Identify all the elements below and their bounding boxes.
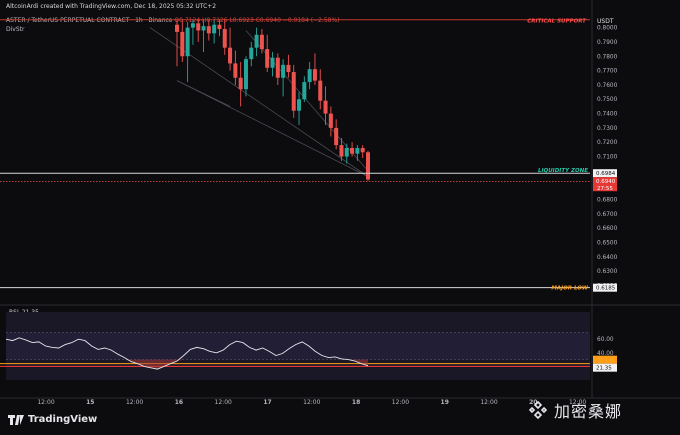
time-tick: 12:00 <box>569 399 586 406</box>
time-tick: 12:00 <box>303 399 320 406</box>
candle-body <box>238 77 243 90</box>
time-tick: 18 <box>352 399 360 406</box>
candle-body <box>281 64 286 78</box>
price-tick: 0.7600 <box>597 83 618 89</box>
candle-body <box>366 152 370 180</box>
candle-body <box>185 27 190 57</box>
time-tick: 12:00 <box>392 399 409 406</box>
binance-square-icon <box>528 400 548 420</box>
candle-body <box>360 147 365 153</box>
candle-body <box>212 24 217 34</box>
price-tick: 0.7700 <box>597 69 618 75</box>
candle-body <box>286 64 291 73</box>
candle-body <box>334 127 339 146</box>
watermark: 加密桑娜 <box>528 398 622 422</box>
candle-body <box>312 69 317 81</box>
liquidity-price-tag <box>593 169 617 178</box>
rsi-orange-tag <box>593 355 617 364</box>
divergence-line-peak <box>245 30 369 172</box>
time-tick: 15 <box>86 399 94 406</box>
indicator-name: DivStr <box>6 26 25 33</box>
candle-body <box>355 147 360 154</box>
candle-body <box>302 82 307 100</box>
major-low-price-tag <box>593 283 617 292</box>
candle-body <box>196 23 201 31</box>
candle-body <box>270 57 275 68</box>
candle-body <box>190 23 195 28</box>
time-tick: 12:00 <box>480 399 497 406</box>
critical-support-label: CRITICAL SUPPORT <box>527 19 587 25</box>
major-low-label: MAJOR LOW <box>551 286 589 292</box>
price-tick: 0.6800 <box>597 198 618 204</box>
liquidity-price-tag-text: 0.6984 <box>596 171 616 177</box>
price-tick: 0.6300 <box>597 269 618 275</box>
candle-body <box>297 99 302 111</box>
symbol-header: ASTER / TetherUS PERPETUAL CONTRACT · 1h… <box>6 17 340 24</box>
candle-body <box>222 29 227 48</box>
candle-body <box>328 113 333 128</box>
candle-body <box>344 147 349 157</box>
time-tick: 12:00 <box>37 399 54 406</box>
price-tick: 0.6600 <box>597 226 618 232</box>
candle-body <box>243 59 248 90</box>
candle-body <box>228 47 233 64</box>
price-tick: 0.7100 <box>597 155 618 161</box>
candle-body <box>275 57 280 78</box>
rsi-value-tag <box>593 363 617 372</box>
current-price-tag-text: 0.6940 <box>596 179 616 185</box>
price-tick: 0.7300 <box>597 126 618 132</box>
price-tick: 0.6400 <box>597 255 618 261</box>
major-low-price-tag-text: 0.6185 <box>596 286 616 292</box>
time-tick: 16 <box>175 399 183 406</box>
divergence-line-lower <box>176 80 369 177</box>
price-tick: 0.6500 <box>597 241 618 247</box>
liquidity-zone-label: LIQUIDITY ZONE <box>538 168 588 174</box>
ohlc-readout: O0.7124 H0.7126 L0.6923 C0.6940 −0.0184 … <box>174 17 340 24</box>
time-tick: 12:00 <box>126 399 143 406</box>
price-tick: 0.7200 <box>597 140 618 146</box>
price-tick: 0.7500 <box>597 97 618 103</box>
price-tick: 0.7400 <box>597 112 618 118</box>
rsi-value-tag-text: 21.35 <box>596 366 612 372</box>
current-price-tag <box>593 177 617 192</box>
candle-body <box>323 100 328 114</box>
axis-currency: USDT <box>597 18 614 25</box>
candle-body <box>307 69 312 83</box>
time-tick: 20 <box>529 399 537 406</box>
candle-body <box>175 24 179 32</box>
candle-body <box>291 72 296 111</box>
price-tick: 0.7800 <box>597 54 618 60</box>
candle-body <box>259 34 264 50</box>
price-tick: 0.8000 <box>597 26 618 32</box>
tradingview-logo-icon <box>8 414 24 425</box>
candle-body <box>206 26 211 34</box>
candle-body <box>350 147 355 154</box>
countdown-tag-text: 27:55 <box>597 186 613 192</box>
divergence-line-short <box>176 80 231 107</box>
rsi-line <box>5 337 369 370</box>
price-tick: 0.6700 <box>597 212 618 218</box>
candle-body <box>180 31 185 57</box>
symbol-title: ASTER / TetherUS PERPETUAL CONTRACT · 1h… <box>6 17 173 24</box>
time-tick: 19 <box>441 399 449 406</box>
rsi-tick: 60.00 <box>597 337 614 343</box>
chart-credit: AltcoinArdi created with TradingView.com… <box>6 3 217 10</box>
time-tick: 17 <box>263 399 271 406</box>
price-tick: 0.7900 <box>597 40 618 46</box>
candle-body <box>201 26 206 31</box>
candle-body <box>254 34 259 48</box>
candle-body <box>265 49 270 68</box>
tradingview-logo: TradingView <box>8 414 97 425</box>
tradingview-wordmark: TradingView <box>28 414 98 425</box>
rsi-band <box>6 332 590 360</box>
candle-body <box>339 145 344 157</box>
rsi-tick: 40.00 <box>597 351 614 357</box>
candle-body <box>217 24 222 30</box>
candle-body <box>233 63 238 78</box>
candle-body <box>249 47 254 60</box>
candle-body <box>318 80 323 101</box>
time-tick: 12:00 <box>215 399 232 406</box>
